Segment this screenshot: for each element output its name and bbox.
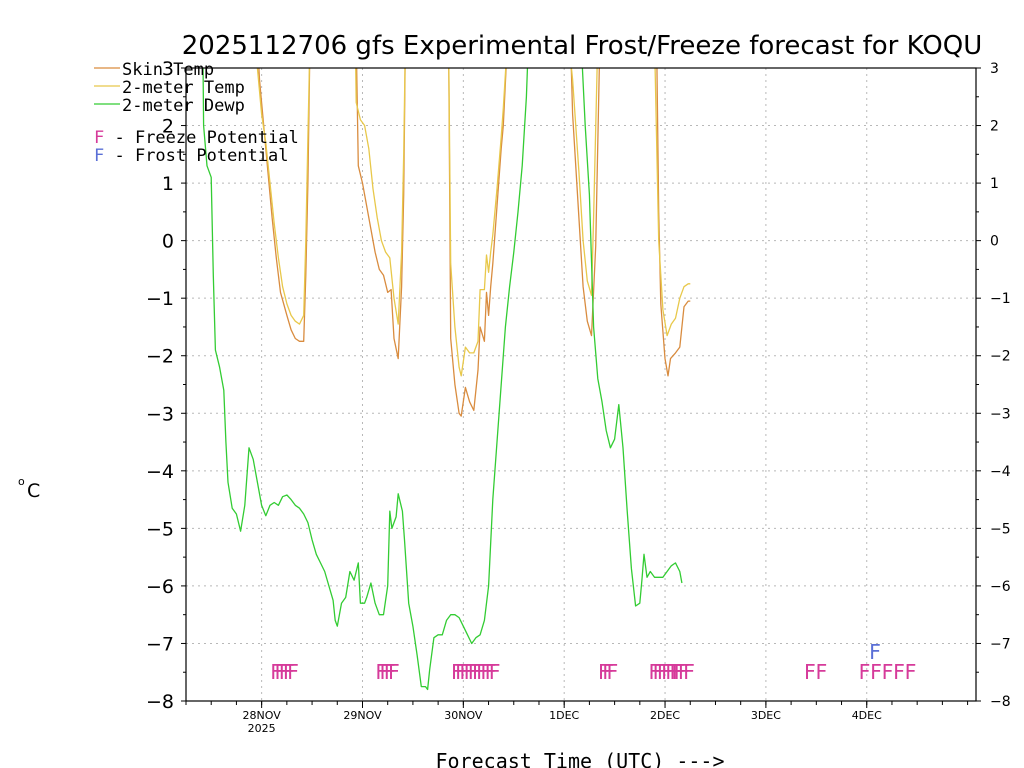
y-tick-label-right: −2 bbox=[990, 349, 1011, 365]
legend: Skin Temp 2-meter Temp 2-meter Dewp F - … bbox=[94, 60, 299, 166]
freeze-mark: F bbox=[476, 660, 488, 684]
y-tick-label-right: −5 bbox=[990, 521, 1011, 537]
y-tick-label-right: 3 bbox=[990, 61, 999, 77]
freeze-potential-legend: F - Freeze Potential bbox=[94, 128, 299, 148]
series-line-2m-temp bbox=[256, 68, 691, 377]
freeze-mark: F bbox=[904, 660, 916, 684]
freeze-mark: F bbox=[678, 660, 690, 684]
y-axis-right: −8 −7 −6 −5 −4 −3 −2 −1 0 1 2 3 bbox=[976, 61, 1011, 710]
freeze-mark: F bbox=[804, 660, 816, 684]
series-line-2m-dewp bbox=[202, 68, 683, 691]
y-tick-label-right: 1 bbox=[990, 176, 999, 192]
freeze-mark: F bbox=[669, 660, 681, 684]
y-axis-left: −8 −7 −6 −5 −4 −3 −2 −1 0 1 2 3 bbox=[146, 58, 186, 713]
freeze-mark: F bbox=[489, 660, 501, 684]
y-tick-label-right: −8 bbox=[990, 694, 1011, 710]
freeze-mark: F bbox=[468, 660, 480, 684]
y-tick-label-left: −3 bbox=[146, 403, 174, 425]
freeze-mark: F bbox=[858, 660, 870, 684]
freeze-mark: F bbox=[379, 660, 391, 684]
freeze-mark: F bbox=[287, 660, 299, 684]
y-tick-label-right: 0 bbox=[990, 234, 999, 250]
freeze-mark: F bbox=[881, 660, 893, 684]
plot-frame bbox=[185, 67, 977, 702]
y-axis-label-unit: C bbox=[27, 480, 40, 502]
freeze-mark: F bbox=[463, 660, 475, 684]
freeze-mark: F bbox=[657, 660, 669, 684]
y-tick-label-right: −6 bbox=[990, 579, 1011, 595]
x-tick-label: 29NOV bbox=[343, 709, 382, 722]
x-tick-label: 28NOV bbox=[243, 709, 282, 722]
y-tick-label-left: −4 bbox=[146, 461, 174, 483]
x-tick-label: 2DEC bbox=[650, 709, 680, 722]
y-tick-label-left: 3 bbox=[162, 58, 174, 80]
legend-label-skin-temp: Skin Temp bbox=[122, 60, 214, 80]
frost-mark: F bbox=[869, 640, 881, 664]
freeze-mark: F bbox=[283, 660, 295, 684]
frost-potential-legend: F - Frost Potential bbox=[94, 146, 288, 166]
freeze-mark: F bbox=[375, 660, 387, 684]
freeze-mark: F bbox=[661, 660, 673, 684]
y-tick-label-right: −3 bbox=[990, 406, 1011, 422]
series-group bbox=[202, 68, 691, 691]
freeze-mark: F bbox=[815, 660, 827, 684]
y-tick-label-left: 0 bbox=[162, 231, 174, 253]
y-tick-label-left: −7 bbox=[146, 633, 174, 655]
freeze-mark: F bbox=[472, 660, 484, 684]
freeze-potential-text: - Freeze Potential bbox=[104, 128, 298, 148]
y-tick-label-left: 2 bbox=[162, 116, 174, 138]
x-axis-label: Forecast Time (UTC) ---> bbox=[436, 749, 725, 768]
freeze-mark: F bbox=[870, 660, 882, 684]
freeze-mark: F bbox=[459, 660, 471, 684]
freeze-mark: F bbox=[383, 660, 395, 684]
x-tick-label: 30NOV bbox=[444, 709, 483, 722]
y-tick-label-left: −2 bbox=[146, 346, 174, 368]
freeze-mark: F bbox=[270, 660, 282, 684]
y-tick-label-right: 2 bbox=[990, 119, 999, 135]
series-line-skin-temp bbox=[258, 68, 691, 417]
y-tick-label-left: 1 bbox=[162, 173, 174, 195]
freeze-mark: F bbox=[274, 660, 286, 684]
freeze-mark: F bbox=[893, 660, 905, 684]
freeze-mark: F bbox=[455, 660, 467, 684]
x-tick-label: 4DEC bbox=[852, 709, 882, 722]
freeze-mark: F bbox=[648, 660, 660, 684]
y-tick-label-left: −6 bbox=[146, 576, 174, 598]
y-tick-label-right: −1 bbox=[990, 291, 1011, 307]
freeze-mark: F bbox=[388, 660, 400, 684]
freeze-mark: F bbox=[673, 660, 685, 684]
y-axis-label: o C bbox=[18, 475, 40, 502]
freeze-mark: F bbox=[671, 660, 683, 684]
x-tick-label: 1DEC bbox=[549, 709, 579, 722]
grid-lines bbox=[186, 68, 976, 701]
x-tick-sublabel: 2025 bbox=[248, 722, 276, 735]
y-tick-label-right: −7 bbox=[990, 636, 1011, 652]
freeze-mark: F bbox=[652, 660, 664, 684]
freeze-mark: F bbox=[484, 660, 496, 684]
freeze-mark: F bbox=[683, 660, 695, 684]
freeze-mark: F bbox=[598, 660, 610, 684]
y-axis-label-degree: o bbox=[18, 475, 25, 488]
x-tick-label: 3DEC bbox=[751, 709, 781, 722]
freeze-mark: F bbox=[451, 660, 463, 684]
frost-potential-letter: F bbox=[94, 146, 104, 166]
freeze-mark: F bbox=[278, 660, 290, 684]
freeze-potential-letter: F bbox=[94, 128, 104, 148]
y-tick-label-right: −4 bbox=[990, 464, 1011, 480]
chart-title: 2025112706 gfs Experimental Frost/Freeze… bbox=[182, 31, 982, 61]
legend-label-2m-dewp: 2-meter Dewp bbox=[122, 96, 245, 116]
freeze-mark: F bbox=[480, 660, 492, 684]
frost-potential-text: - Frost Potential bbox=[104, 146, 288, 166]
freeze-mark: F bbox=[602, 660, 614, 684]
legend-label-2m-temp: 2-meter Temp bbox=[122, 78, 245, 98]
freeze-mark: F bbox=[606, 660, 618, 684]
y-tick-label-left: −1 bbox=[146, 288, 174, 310]
y-tick-label-left: −8 bbox=[146, 691, 174, 713]
freeze-mark: F bbox=[665, 660, 677, 684]
y-tick-label-left: −5 bbox=[146, 518, 174, 540]
